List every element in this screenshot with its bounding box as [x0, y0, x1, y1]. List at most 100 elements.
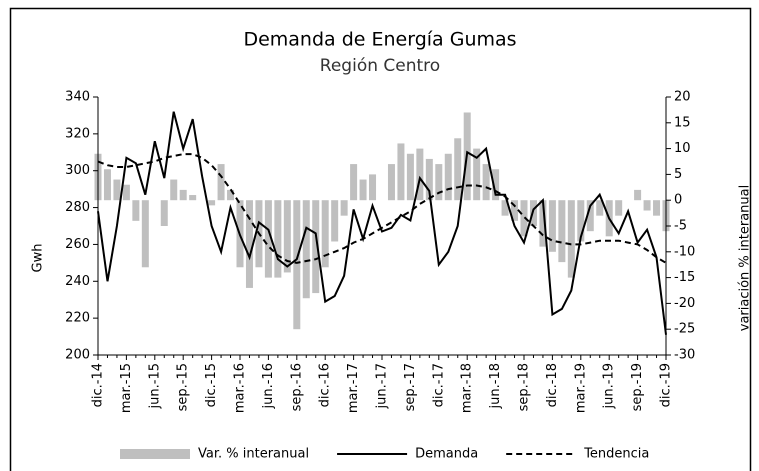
x-tick-label: jun.-19 [602, 363, 617, 409]
y2-tick-label: 10 [674, 141, 691, 156]
y2-tick-label: -20 [674, 296, 695, 311]
bar [103, 169, 111, 201]
y2-tick-label: -30 [674, 348, 695, 363]
bar [596, 200, 604, 216]
bar [132, 200, 140, 221]
x-tick-label: jun.-15 [147, 363, 162, 409]
x-tick-label: dic.-19 [659, 363, 674, 407]
bar [548, 200, 556, 252]
bar [397, 143, 405, 201]
y-tick-label: 240 [65, 274, 90, 289]
bar [501, 200, 509, 216]
y2-tick-label: 5 [674, 167, 682, 182]
x-tick-label: dic.-16 [318, 363, 333, 407]
y2-axis-label: variación % interanual [738, 185, 753, 331]
x-tick-label: sep.-17 [403, 363, 418, 411]
bar [189, 195, 197, 201]
bar [567, 200, 575, 278]
bar [264, 200, 272, 278]
x-tick-label: mar.-18 [460, 363, 475, 413]
y-tick-label: 280 [65, 200, 90, 215]
bar [387, 164, 395, 201]
chart-title: Demanda de Energía Gumas [243, 29, 516, 51]
bar [302, 200, 310, 299]
bar [406, 153, 414, 201]
y-tick-label: 200 [65, 348, 90, 363]
bar [444, 153, 452, 201]
y2-tick-label: 15 [674, 115, 691, 130]
bar [293, 200, 301, 330]
bar [425, 158, 433, 201]
bar [227, 189, 235, 201]
bar [473, 148, 481, 201]
x-tick-label: jun.-16 [261, 363, 276, 409]
y2-tick-label: -25 [674, 322, 695, 337]
bar [312, 200, 320, 294]
chart-frame [9, 7, 752, 471]
bar [634, 189, 642, 201]
y2-tick-label: 0 [674, 193, 682, 208]
bar [653, 200, 661, 216]
y2-tick-label: -5 [674, 219, 687, 234]
bar [586, 200, 594, 232]
y-tick-label: 260 [65, 237, 90, 252]
bar [113, 179, 121, 201]
x-tick-label: sep.-18 [517, 363, 532, 411]
y2-tick-label: -10 [674, 244, 695, 259]
bar [208, 200, 216, 206]
bar [511, 200, 519, 221]
bar [492, 169, 500, 201]
y-tick-label: 320 [65, 126, 90, 141]
chart-subtitle: Región Centro [320, 56, 440, 76]
bar [558, 200, 566, 263]
bar [245, 200, 253, 288]
x-tick-label: jun.-18 [488, 363, 503, 409]
bar [179, 189, 187, 201]
x-tick-label: dic.-14 [91, 363, 106, 407]
bar [160, 200, 168, 226]
legend-label: Var. % interanual [198, 447, 309, 462]
bar [520, 200, 528, 237]
y2-tick-label: 20 [674, 90, 691, 105]
legend-label: Tendencia [583, 447, 649, 462]
bar [340, 200, 348, 216]
bar [577, 200, 585, 242]
bar [170, 179, 178, 201]
bar [482, 164, 490, 201]
x-tick-label: sep.-16 [289, 363, 304, 411]
bar [122, 184, 130, 201]
y2-tick-label: -15 [674, 270, 695, 285]
bar [217, 164, 225, 201]
bar [454, 138, 462, 201]
x-tick-label: dic.-15 [204, 363, 219, 407]
x-tick-label: jun.-17 [375, 363, 390, 409]
bar [369, 174, 377, 201]
line [97, 111, 667, 335]
bar [283, 200, 291, 273]
bar [416, 148, 424, 201]
y-axis-label: Gwh [31, 244, 46, 273]
bar [141, 200, 149, 268]
legend-label: Demanda [415, 447, 478, 462]
x-tick-label: sep.-19 [630, 363, 645, 411]
legend-swatch [120, 449, 190, 459]
bar [435, 164, 443, 201]
bar [615, 200, 623, 216]
bar [331, 200, 339, 242]
bar [643, 200, 651, 211]
y-tick-label: 220 [65, 311, 90, 326]
bar [350, 164, 358, 201]
y-tick-label: 300 [65, 163, 90, 178]
x-tick-label: mar.-19 [573, 363, 588, 413]
x-tick-label: mar.-16 [233, 363, 248, 413]
x-tick-label: dic.-17 [431, 363, 446, 407]
line [97, 153, 667, 264]
x-tick-label: mar.-15 [119, 363, 134, 413]
y-tick-label: 340 [65, 90, 90, 105]
bar [321, 200, 329, 268]
bar [274, 200, 282, 278]
bar [539, 200, 547, 247]
x-tick-label: sep.-15 [176, 363, 191, 411]
x-tick-label: mar.-17 [346, 363, 361, 413]
